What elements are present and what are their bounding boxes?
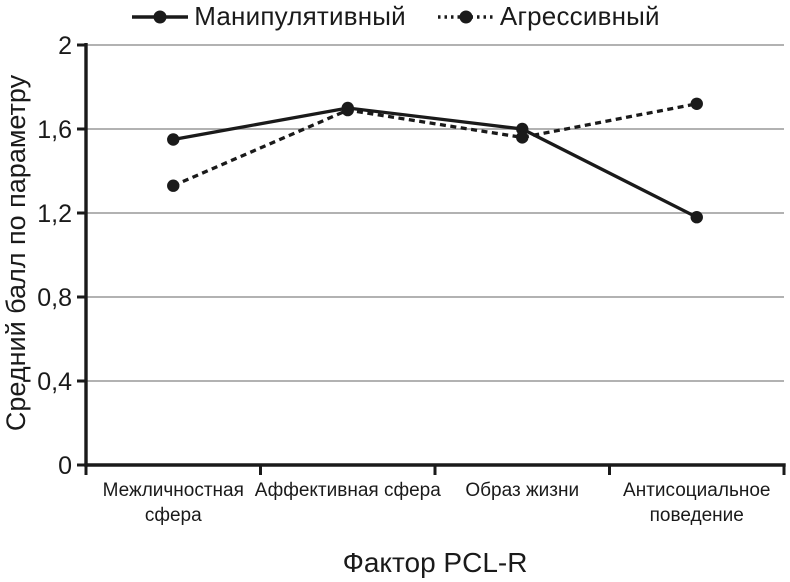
legend-label-manipulative: Манипулятивный	[194, 1, 406, 31]
legend-item-aggressive: Агрессивный	[436, 1, 660, 32]
y-tick-label: 2	[58, 32, 72, 60]
series-1-marker	[167, 179, 180, 192]
y-axis-title: Средний балл по параметру	[1, 74, 31, 431]
x-axis-title: Фактор PCL-R	[343, 547, 528, 578]
y-tick-label: 1,6	[37, 116, 72, 144]
x-tick-label: Межличностная сфера	[103, 480, 244, 526]
legend-item-manipulative: Манипулятивный	[130, 1, 406, 32]
series-line-0	[172, 106, 698, 219]
series-1-marker	[690, 97, 703, 111]
dotted-line-marker-icon	[437, 10, 494, 23]
x-tick-label: Аффективная сфера	[255, 480, 442, 501]
legend-label-aggressive: Агрессивный	[499, 1, 660, 31]
x-tick-label: Образ жизни	[465, 480, 579, 501]
solid-line-marker-icon	[132, 10, 189, 23]
y-tick-label: 0,8	[37, 284, 72, 312]
y-tick-label: 1,2	[37, 200, 72, 228]
series-line-1	[172, 102, 698, 188]
series-1-marker	[341, 103, 354, 117]
x-tick-label: Антисоциальное поведение	[623, 480, 770, 526]
series-0-marker	[167, 133, 180, 146]
series-1-marker	[516, 131, 529, 144]
y-tick-label: 0	[58, 452, 72, 480]
legend: Манипулятивный Агрессивный	[0, 1, 790, 32]
y-tick-label: 0,4	[37, 368, 72, 396]
series-0-marker	[690, 211, 703, 224]
